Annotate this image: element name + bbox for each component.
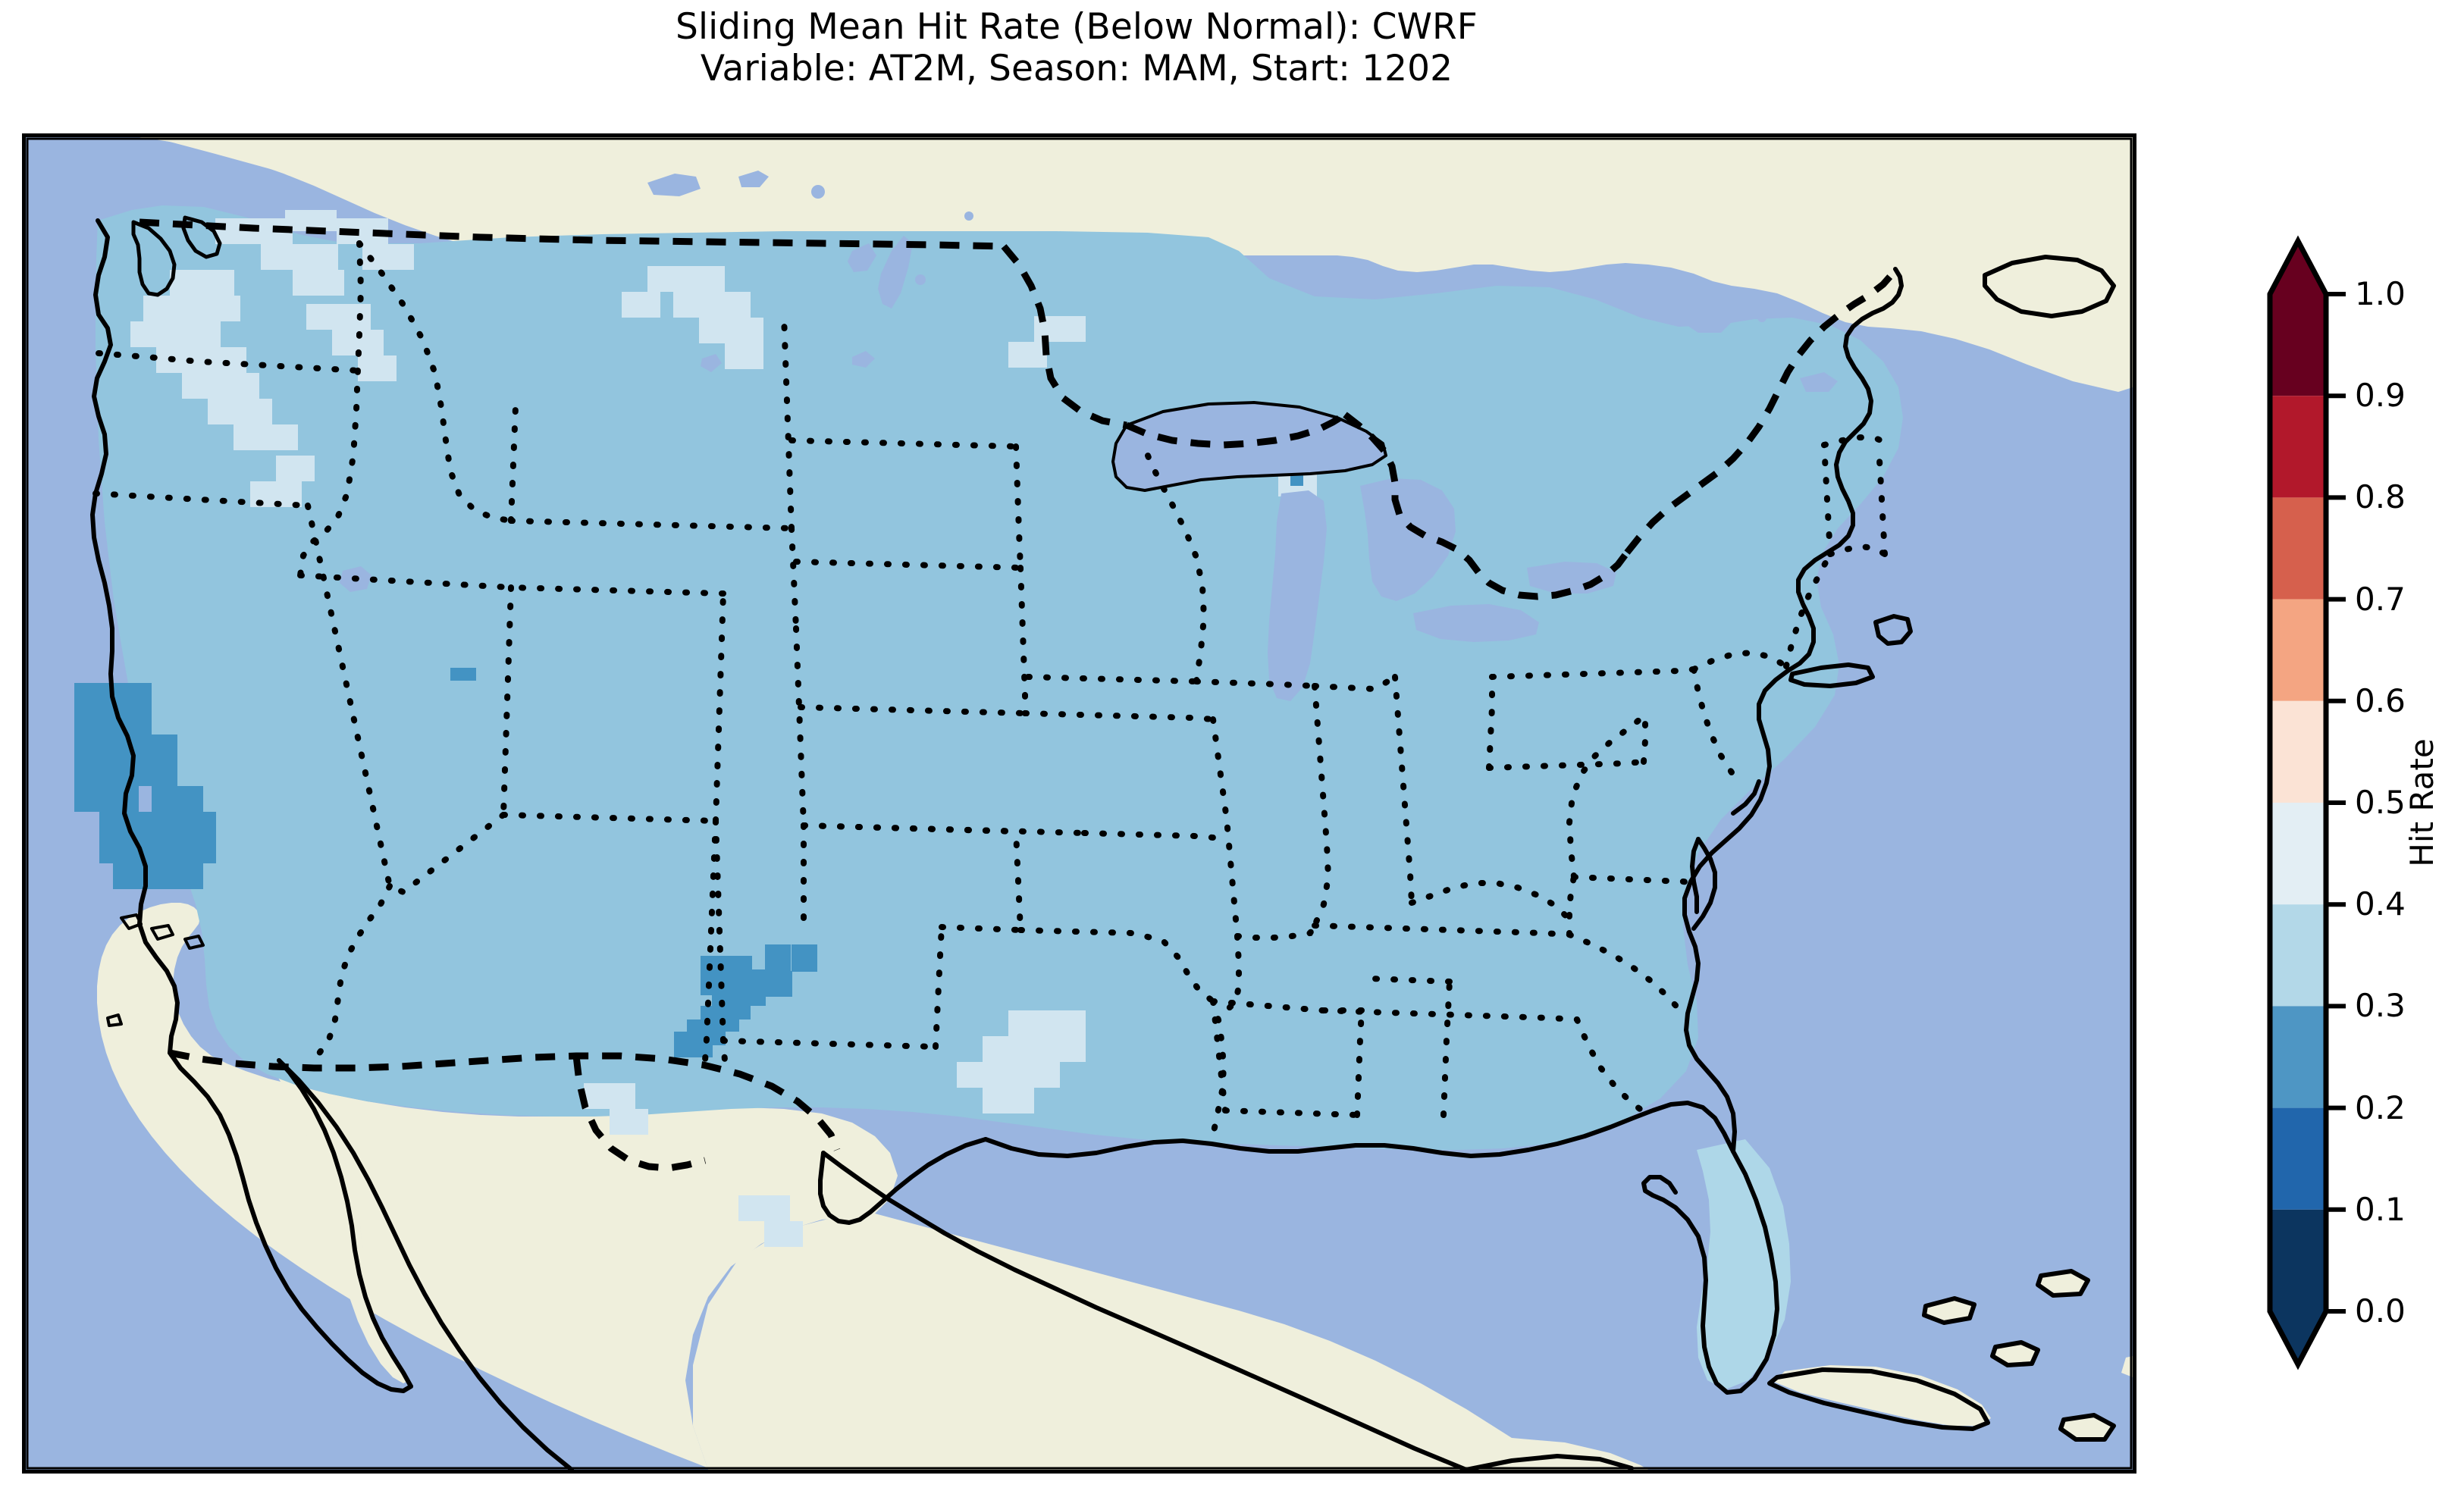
colorbar-axis-label: Hit Rate [2403, 738, 2440, 867]
cb-tick-1: 1.0 [2355, 275, 2406, 312]
coastline [90, 215, 2116, 1470]
colorbar-ticks [2326, 292, 2346, 1314]
cb-tick-10: 0.1 [2355, 1190, 2406, 1228]
colorbar-extend-min [2270, 1311, 2326, 1364]
cb-tick-8: 0.3 [2355, 987, 2406, 1025]
title-line-2: Variable: AT2M, Season: MAM, Start: 1202 [700, 48, 1453, 90]
cb-tick-7: 0.4 [2355, 885, 2406, 923]
cb-tick-5: 0.6 [2355, 681, 2406, 719]
map-axes [22, 133, 2136, 1474]
country-borders [139, 218, 1897, 1172]
map-frame [26, 137, 2133, 1470]
lake-polygons [340, 171, 1838, 701]
page-title: Sliding Mean Hit Rate (Below Normal): CW… [0, 6, 2153, 90]
colorbar-tick-labels: 1.0 0.9 0.8 0.7 0.6 0.5 0.4 0.3 0.2 0.1 … [2355, 278, 2464, 1327]
map-plot [26, 137, 2133, 1470]
colorbar-extend-max [2270, 241, 2326, 294]
colorbar-bands [2270, 294, 2326, 1311]
cb-tick-2: 0.9 [2355, 377, 2406, 415]
state-borders [92, 240, 1894, 1138]
cb-tick-9: 0.2 [2355, 1088, 2406, 1126]
cb-tick-11: 0.0 [2355, 1292, 2406, 1330]
colorbar [2267, 235, 2346, 1370]
cb-tick-4: 0.7 [2355, 580, 2406, 618]
hit-rate-data-grid [74, 205, 1903, 1389]
colorbar-svg [2267, 235, 2346, 1370]
cb-tick-6: 0.5 [2355, 784, 2406, 821]
title-line-1: Sliding Mean Hit Rate (Below Normal): CW… [676, 6, 1478, 48]
land-polygons [97, 137, 2133, 1470]
cb-tick-3: 0.8 [2355, 478, 2406, 516]
